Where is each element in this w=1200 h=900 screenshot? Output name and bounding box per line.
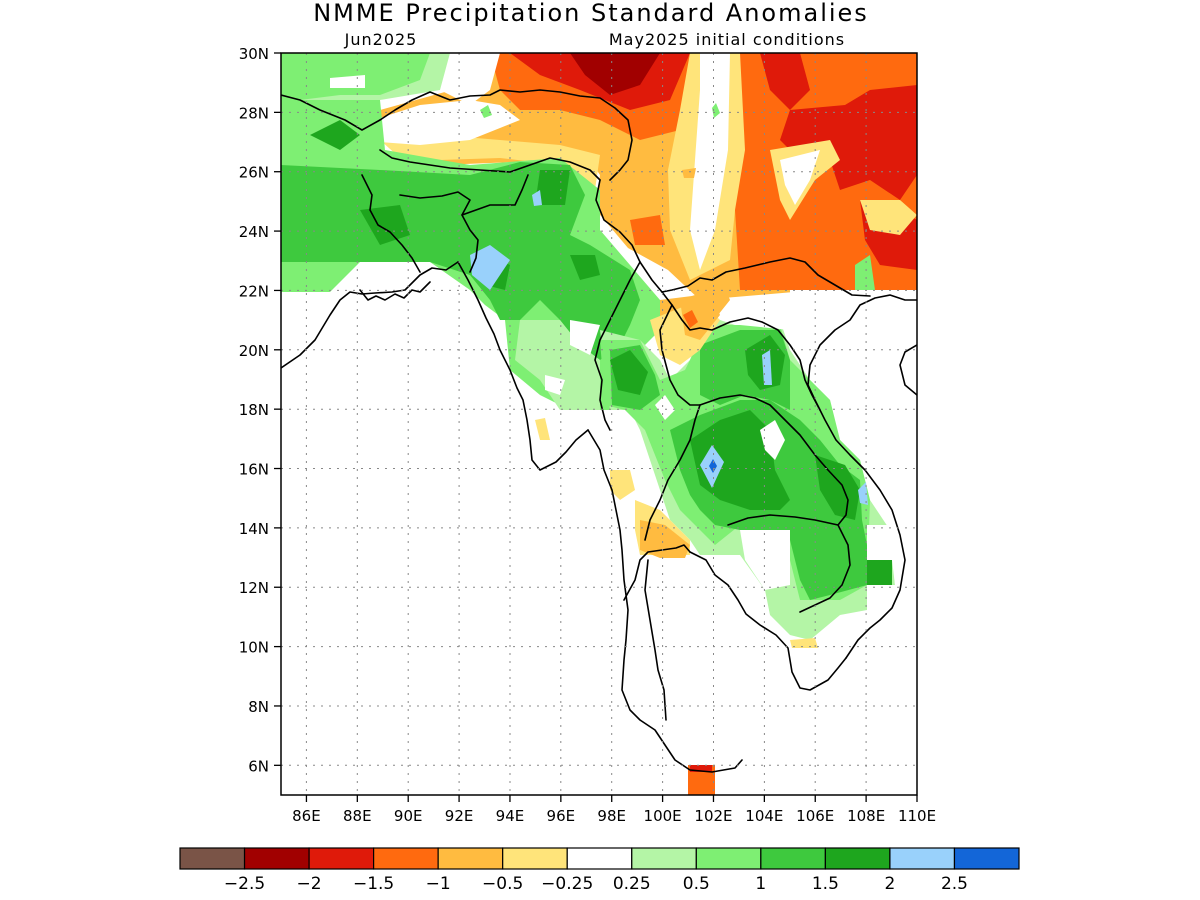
lat-tick-label: 12N [239, 579, 269, 597]
lat-tick-label: 28N [239, 104, 269, 122]
colorbar-swatch [566, 847, 633, 870]
map-area [281, 53, 917, 795]
colorbar-label: 1 [755, 874, 766, 894]
colorbar-swatch [953, 847, 1020, 870]
longitude-axis: 86E 88E 90E 92E 94E 96E 98E 100E 102E 104E 106E 108… [292, 795, 936, 825]
lon-tick-label: 104E [745, 807, 783, 825]
lat-tick-label: 24N [239, 223, 269, 241]
colorbar-labels: −2.5 −2 −1.5 −1 −0.5 −0.25 0.25 0.5 1 1.5 2 2.5 [224, 874, 968, 894]
colorbar-swatch [631, 847, 697, 870]
lon-tick-label: 102E [694, 807, 732, 825]
wet-anomaly-northeast-india [281, 53, 660, 410]
initial-conditions-label: May2025 initial conditions [609, 30, 845, 49]
lat-tick-label: 14N [239, 520, 269, 538]
lat-tick-label: 8N [248, 698, 269, 716]
colorbar-label: 0.25 [613, 874, 651, 894]
colorbar-swatch [824, 847, 891, 870]
colorbar-label: −0.5 [482, 874, 523, 894]
lat-tick-label: 22N [239, 282, 269, 300]
colorbar-swatch [437, 847, 504, 870]
colorbar-swatch [760, 847, 826, 870]
colorbar-label: 1.5 [812, 874, 839, 894]
lon-tick-label: 98E [597, 807, 626, 825]
lat-tick-label: 16N [239, 461, 269, 479]
lon-tick-label: 86E [292, 807, 321, 825]
colorbar-label: 0.5 [683, 874, 710, 894]
colorbar-label: −2 [297, 874, 322, 894]
lon-tick-label: 96E [547, 807, 576, 825]
colorbar-swatch [179, 847, 246, 870]
lon-tick-label: 110E [898, 807, 936, 825]
map-frame [280, 52, 918, 796]
lat-tick-label: 6N [248, 757, 269, 775]
colorbar-label: 2 [885, 874, 896, 894]
lon-tick-label: 92E [445, 807, 474, 825]
lon-tick-label: 94E [496, 807, 525, 825]
colorbar-swatch [308, 847, 375, 870]
colorbar-swatch [502, 847, 568, 870]
colorbar-label: 2.5 [941, 874, 968, 894]
lat-tick-label: 30N [239, 45, 269, 63]
latitude-axis: 30N 28N 26N 24N 22N 20N 18N 16N 14N 12N 10N 8N 6N [239, 45, 281, 775]
map-title: NMME Precipitation Standard Anomalies [313, 0, 869, 27]
lat-tick-label: 18N [239, 401, 269, 419]
colorbar [179, 847, 1020, 870]
colorbar-swatch [373, 847, 439, 870]
lon-tick-label: 108E [847, 807, 885, 825]
colorbar-label: −2.5 [224, 874, 265, 894]
forecast-month: Jun2025 [344, 30, 418, 49]
colorbar-label: −1.5 [353, 874, 394, 894]
colorbar-label: −0.25 [541, 874, 593, 894]
colorbar-swatch [889, 847, 956, 870]
gridlines [281, 53, 917, 795]
wet-anomaly-indochina [600, 290, 917, 640]
colorbar-label: −1 [426, 874, 451, 894]
colorbar-swatch [243, 847, 310, 870]
lon-tick-label: 88E [343, 807, 372, 825]
lat-tick-label: 10N [239, 639, 269, 657]
lat-tick-label: 26N [239, 164, 269, 182]
lon-tick-label: 90E [394, 807, 423, 825]
colorbar-swatch [695, 847, 762, 870]
lat-tick-label: 20N [239, 342, 269, 360]
scattered-anomalies [480, 103, 875, 795]
lon-tick-label: 100E [644, 807, 682, 825]
lon-tick-label: 106E [796, 807, 834, 825]
